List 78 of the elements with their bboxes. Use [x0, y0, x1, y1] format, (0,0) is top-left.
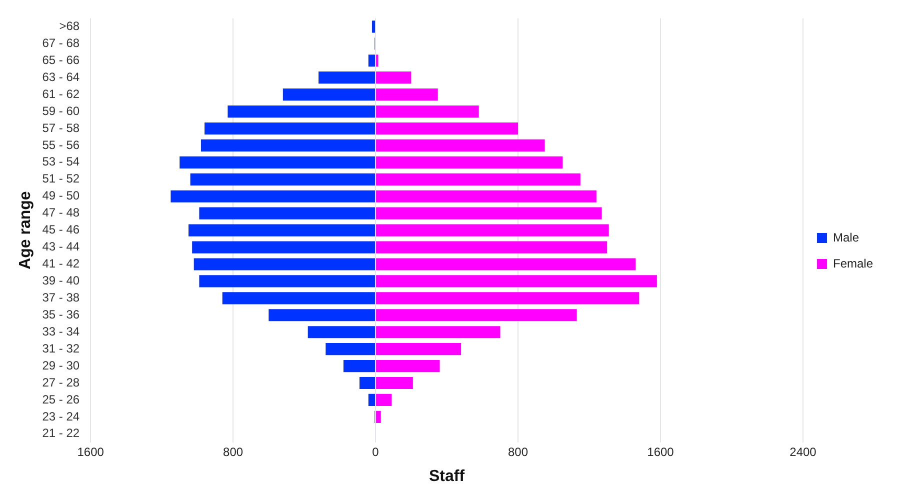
bar — [376, 376, 413, 390]
x-tick-label: 1600 — [647, 444, 674, 459]
bar — [376, 122, 518, 135]
x-tick-label: 800 — [508, 444, 528, 459]
bar — [170, 190, 376, 202]
bar — [228, 105, 376, 118]
bar — [376, 88, 438, 101]
bar — [376, 360, 440, 372]
bar — [376, 139, 545, 152]
bar — [376, 258, 636, 270]
bar — [368, 54, 376, 67]
bar — [368, 394, 376, 406]
legend-label: Female — [832, 256, 874, 270]
bar — [199, 275, 376, 288]
y-tick-label: 49 - 50 — [42, 188, 80, 203]
bar — [376, 224, 609, 236]
x-axis-title: Staff — [428, 468, 466, 485]
y-tick-label: 53 - 54 — [42, 154, 80, 169]
bar — [360, 376, 376, 390]
bar — [376, 207, 602, 220]
x-tick-label: 800 — [223, 444, 244, 459]
bar — [199, 207, 376, 220]
bar — [376, 105, 479, 118]
bar — [326, 343, 376, 356]
bar — [343, 360, 376, 372]
y-tick-label: 35 - 36 — [42, 307, 80, 322]
bar — [204, 122, 376, 135]
bar — [376, 326, 500, 338]
bar — [376, 190, 596, 202]
y-tick-label: 23 - 24 — [42, 409, 80, 424]
bar — [376, 309, 577, 322]
bar — [376, 173, 580, 186]
y-tick-label: 59 - 60 — [42, 104, 80, 118]
y-tick-label: 27 - 28 — [42, 375, 80, 390]
y-axis-title: Age range — [17, 191, 34, 270]
bar — [376, 241, 608, 254]
bar — [308, 326, 376, 338]
y-tick-label: 43 - 44 — [42, 240, 80, 254]
bar — [194, 258, 376, 270]
bar — [200, 139, 376, 152]
y-tick-label: 61 - 62 — [42, 86, 80, 101]
bar — [376, 343, 462, 356]
bar — [192, 241, 376, 254]
bar — [376, 410, 381, 423]
y-tick-label: 41 - 42 — [42, 256, 80, 271]
x-tick-label: 0 — [372, 444, 380, 459]
y-tick-label: 25 - 26 — [42, 392, 80, 406]
y-tick-label: 37 - 38 — [42, 290, 80, 304]
x-tick-label: 2400 — [790, 444, 817, 459]
y-tick-label: 33 - 34 — [42, 324, 80, 338]
y-tick-label: 55 - 56 — [42, 138, 80, 152]
y-tick-label: 57 - 58 — [42, 120, 80, 135]
bar — [268, 309, 376, 322]
bar — [376, 394, 392, 406]
bar — [222, 292, 376, 304]
y-tick-label: 63 - 64 — [42, 70, 80, 84]
bar — [318, 72, 376, 84]
bar — [180, 156, 376, 168]
y-tick-label: 51 - 52 — [42, 172, 80, 186]
y-tick-label: 45 - 46 — [42, 222, 80, 237]
y-tick-label: 47 - 48 — [42, 206, 80, 220]
y-tick-label: 65 - 66 — [42, 52, 80, 67]
x-tick-label: 1600 — [77, 444, 104, 459]
bar — [190, 173, 376, 186]
bar — [372, 20, 376, 33]
y-tick-label: 67 - 68 — [42, 36, 80, 50]
bar — [376, 275, 657, 288]
legend-label: Male — [832, 230, 860, 244]
y-tick-label: 29 - 30 — [42, 358, 80, 372]
bar — [376, 156, 563, 168]
bar — [282, 88, 376, 101]
bar — [376, 292, 640, 304]
bar — [188, 224, 376, 236]
y-tick-label: 39 - 40 — [42, 274, 80, 288]
y-tick-label: >68 — [59, 18, 80, 33]
y-tick-label: 31 - 32 — [42, 341, 80, 356]
bar — [376, 72, 412, 84]
y-tick-label: 21 - 22 — [42, 426, 80, 440]
